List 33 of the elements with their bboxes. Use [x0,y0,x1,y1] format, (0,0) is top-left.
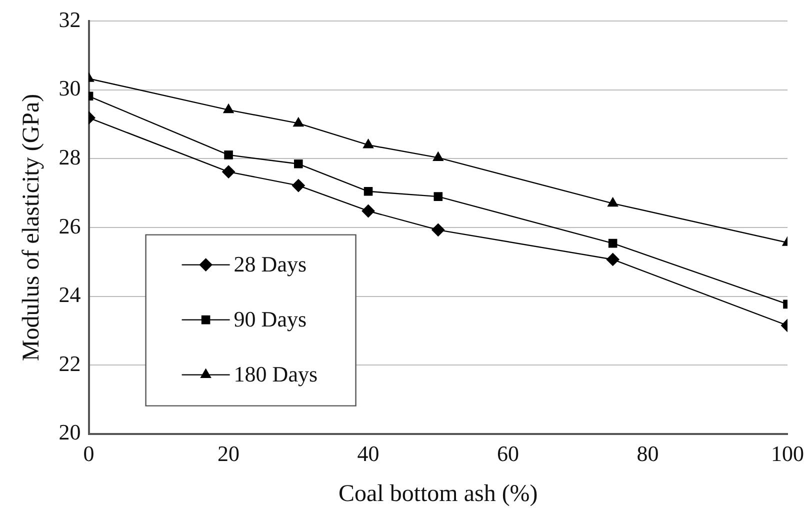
x-tick-label: 40 [357,440,380,466]
legend-label: 90 Days [234,306,307,332]
legend-label: 28 Days [234,252,307,277]
point [363,138,374,148]
y-tick-label: 32 [58,6,81,32]
point [224,150,233,160]
y-tick-label: 24 [58,282,81,308]
point [294,160,303,168]
y-tick-label: 20 [58,420,81,445]
x-tick-label: 100 [771,440,804,466]
point [432,223,445,236]
point [608,197,618,207]
point [293,117,304,127]
point [223,104,234,114]
y-tick-label: 30 [58,76,81,101]
y-tick-label: 26 [58,213,81,238]
point [434,192,443,201]
y-tick-label: 28 [58,144,81,170]
x-axis-title: Coal bottom ash (%) [338,480,538,507]
point [364,187,373,196]
y-tick-label: 22 [58,350,81,376]
x-tick-label: 0 [83,440,94,466]
y-axis-title: Modulus of elasticity (GPa) [18,94,45,362]
point [432,152,444,161]
point [292,179,305,192]
legend-label: 180 Days [234,362,318,387]
point [606,252,620,266]
x-tick-label: 20 [218,440,240,466]
point [222,165,236,178]
point [608,238,618,248]
point [362,204,375,218]
x-tick-label: 60 [497,440,520,466]
x-tick-label: 80 [636,440,659,466]
